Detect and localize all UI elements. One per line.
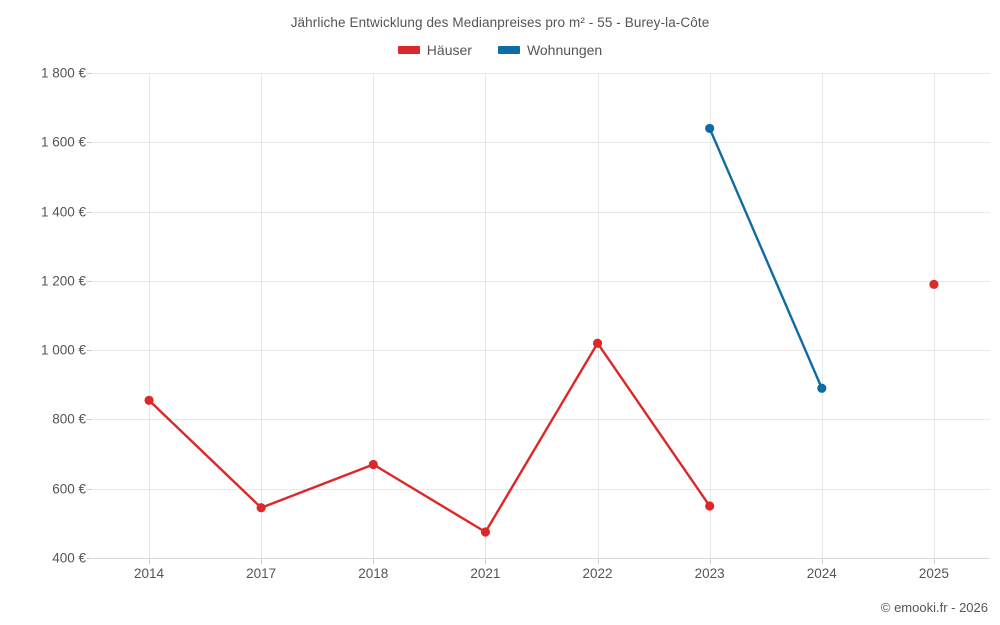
x-axis-tick-mark — [933, 558, 935, 564]
gridline-horizontal — [93, 73, 990, 74]
y-axis-tick-label: 1 000 € — [40, 342, 86, 358]
legend-swatch-hauser — [397, 46, 420, 54]
y-axis-tick-mark — [86, 419, 92, 421]
x-axis-tick-mark — [373, 558, 375, 564]
x-axis-tick-label: 2022 — [582, 566, 613, 581]
legend-item-wohnungen[interactable]: Wohnungen — [497, 42, 603, 58]
footer-credit: © emooki.fr - 2026 — [880, 600, 988, 615]
y-axis-tick-mark — [86, 211, 92, 213]
y-axis-tick-label: 400 € — [52, 550, 86, 566]
chart-legend: Häuser Wohnungen — [0, 43, 1000, 57]
y-axis-tick-mark — [86, 142, 92, 144]
x-axis-tick-mark — [597, 558, 599, 564]
x-axis-tick-label: 2018 — [358, 566, 389, 581]
x-axis-tick-mark — [709, 558, 711, 564]
x-axis-tick-label: 2023 — [694, 566, 725, 581]
y-axis-tick-label: 600 € — [52, 481, 86, 497]
legend-swatch-wohnungen — [497, 46, 520, 54]
x-axis-tick-label: 2017 — [246, 566, 277, 581]
gridline-vertical — [149, 73, 151, 558]
gridline-vertical — [933, 73, 935, 558]
x-axis-tick-mark — [485, 558, 487, 564]
gridline-vertical — [485, 73, 487, 558]
x-axis-tick-label: 2021 — [470, 566, 501, 581]
gridline-horizontal — [93, 211, 990, 213]
x-axis-line — [93, 558, 990, 559]
y-axis-tick-mark — [86, 488, 92, 490]
x-axis-tick-mark — [821, 558, 823, 564]
y-axis-tick-label: 1 800 € — [40, 65, 86, 81]
legend-label-wohnungen: Wohnungen — [526, 42, 603, 58]
y-axis-tick-mark — [86, 280, 92, 282]
gridline-horizontal — [93, 142, 990, 144]
gridline-vertical — [597, 73, 599, 558]
x-axis-tick-label: 2024 — [806, 566, 837, 581]
x-axis-tick-mark — [261, 558, 263, 564]
legend-item-hauser[interactable]: Häuser — [397, 42, 472, 58]
x-axis-tick-mark — [149, 558, 151, 564]
gridline-vertical — [373, 73, 375, 558]
legend-label-hauser: Häuser — [426, 42, 472, 58]
x-axis-tick-label: 2014 — [134, 566, 165, 581]
y-axis-tick-label: 1 400 € — [40, 204, 86, 220]
y-axis-tick-mark — [86, 350, 92, 352]
gridline-vertical — [261, 73, 263, 558]
y-axis-tick-mark — [86, 558, 92, 559]
y-axis: 1 800 € 1 600 € 1 400 € 1 200 € 1 000 € 800 €… — [0, 0, 92, 625]
gridline-horizontal — [93, 280, 990, 282]
y-axis-tick-mark — [86, 73, 92, 74]
y-axis-tick-label: 800 € — [52, 411, 86, 427]
y-axis-tick-label: 1 600 € — [40, 134, 86, 150]
chart-title: Jährliche Entwicklung des Medianpreises … — [290, 15, 710, 30]
x-axis-tick-label: 2025 — [918, 566, 949, 581]
y-axis-tick-label: 1 200 € — [40, 273, 86, 289]
